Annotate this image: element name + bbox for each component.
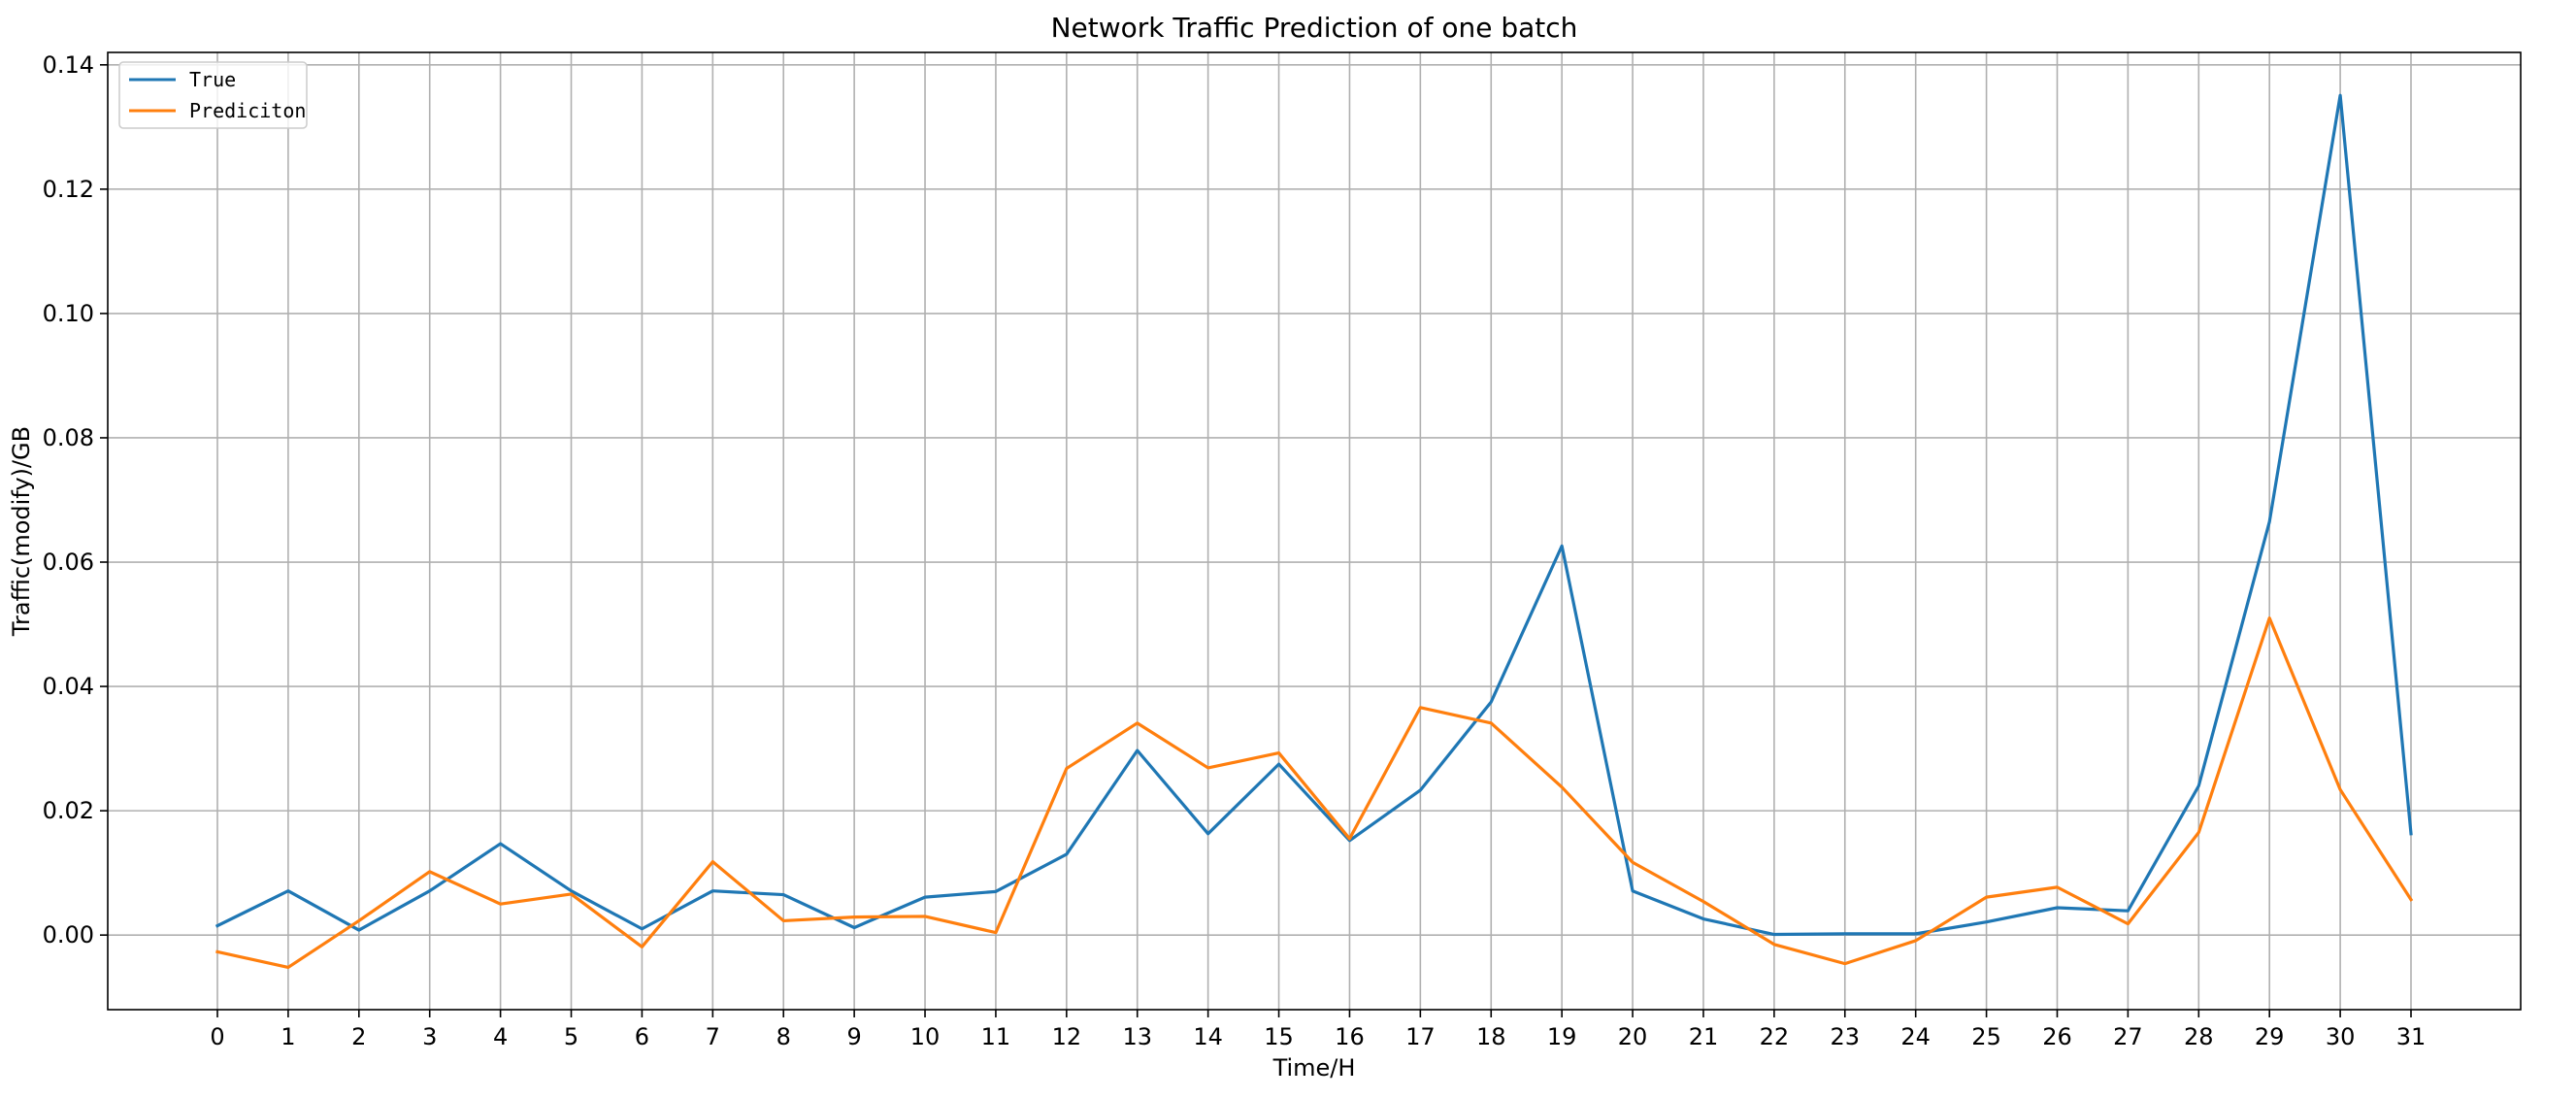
x-tick-label: 7	[706, 1023, 720, 1050]
x-tick-label: 16	[1335, 1023, 1365, 1050]
x-tick-label: 25	[1971, 1023, 2001, 1050]
y-tick-label: 0.02	[43, 797, 94, 824]
y-tick-label: 0.04	[43, 673, 94, 700]
y-axis-ticks: 0.00 0.02 0.04 0.06 0.08 0.10 0.12 0.14	[43, 51, 108, 948]
y-axis-label: Traffic(modify)/GB	[8, 426, 35, 637]
x-tick-label: 0	[210, 1023, 224, 1050]
x-tick-label: 21	[1689, 1023, 1719, 1050]
x-tick-label: 1	[281, 1023, 295, 1050]
x-tick-label: 15	[1264, 1023, 1294, 1050]
x-tick-label: 4	[493, 1023, 508, 1050]
y-tick-label: 0.12	[43, 176, 94, 203]
x-tick-label: 12	[1052, 1023, 1082, 1050]
series-line-true	[215, 93, 2413, 937]
x-tick-label: 27	[2113, 1023, 2143, 1050]
legend-label-prediction: Prediciton	[189, 99, 306, 122]
x-tick-label: 8	[776, 1023, 791, 1050]
x-tick-label: 26	[2042, 1023, 2072, 1050]
x-tick-label: 5	[564, 1023, 578, 1050]
x-tick-label: 20	[1618, 1023, 1648, 1050]
x-tick-label: 31	[2396, 1023, 2427, 1050]
y-tick-label: 0.14	[43, 51, 94, 79]
legend: True Prediciton	[118, 61, 308, 129]
x-tick-label: 2	[351, 1023, 366, 1050]
x-tick-label: 30	[2326, 1023, 2356, 1050]
x-tick-label: 6	[635, 1023, 649, 1050]
x-tick-label: 24	[1900, 1023, 1931, 1050]
x-tick-label: 19	[1547, 1023, 1577, 1050]
x-tick-label: 14	[1193, 1023, 1223, 1050]
x-tick-label: 17	[1405, 1023, 1436, 1050]
x-tick-label: 10	[910, 1023, 941, 1050]
x-axis-label: Time/H	[1272, 1054, 1356, 1081]
series-line-prediction	[215, 616, 2414, 970]
x-axis-ticks: 0 1 2 3 4 5 6 7 8 9 10 11 12 13 14 15 16 17 18 19 20 21 22 23 24…	[210, 1010, 2426, 1050]
x-tick-label: 23	[1831, 1023, 1861, 1050]
x-tick-label: 13	[1122, 1023, 1152, 1050]
y-tick-label: 0.10	[43, 300, 94, 327]
grid	[108, 52, 2521, 1010]
y-tick-label: 0.00	[43, 921, 94, 948]
x-tick-label: 18	[1476, 1023, 1506, 1050]
x-tick-label: 29	[2255, 1023, 2285, 1050]
legend-label-true: True	[189, 68, 236, 91]
y-tick-label: 0.08	[43, 424, 94, 451]
x-tick-label: 28	[2184, 1023, 2214, 1050]
y-tick-label: 0.06	[43, 549, 94, 576]
chart-title: Network Traffic Prediction of one batch	[1051, 12, 1578, 44]
series-lines	[215, 93, 2414, 970]
x-tick-label: 9	[846, 1023, 861, 1050]
x-tick-label: 22	[1760, 1023, 1790, 1050]
x-tick-label: 3	[422, 1023, 437, 1050]
plot-frame	[107, 51, 2522, 1011]
x-tick-label: 11	[981, 1023, 1011, 1050]
